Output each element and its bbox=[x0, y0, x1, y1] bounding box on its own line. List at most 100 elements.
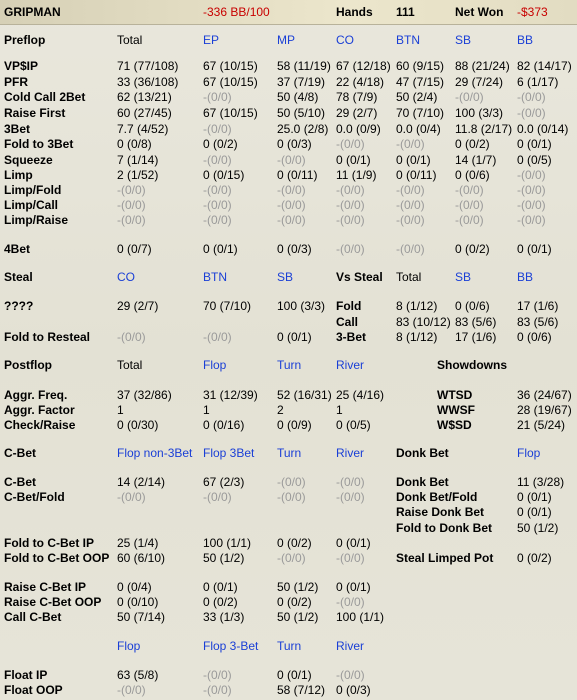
stat-label: Check/Raise bbox=[4, 418, 76, 432]
stat-value: -(0/0) bbox=[277, 490, 306, 504]
stat-label: Raise First bbox=[4, 106, 66, 120]
stat-value: Donk Bet bbox=[396, 475, 449, 489]
stat-value: 22 (4/18) bbox=[336, 75, 385, 89]
stat-value: -(0/0) bbox=[117, 490, 146, 504]
stat-value: 0 (0/1) bbox=[203, 580, 238, 594]
stat-value: Flop bbox=[517, 446, 541, 460]
stat-value: SB bbox=[455, 33, 472, 47]
stat-value: 37 (32/86) bbox=[117, 388, 172, 402]
stat-value: 83 (5/6) bbox=[455, 315, 497, 329]
stat-value: -(0/0) bbox=[396, 198, 425, 212]
stat-value: -(0/0) bbox=[203, 490, 232, 504]
stat-value: -(0/0) bbox=[336, 668, 365, 682]
stat-value: Steal Limped Pot bbox=[396, 551, 494, 565]
stat-value: 0 (0/7) bbox=[117, 242, 152, 256]
stat-value: 1 bbox=[336, 403, 343, 417]
stat-value: 36 (24/67) bbox=[517, 388, 572, 402]
stat-value: 70 (7/10) bbox=[203, 299, 252, 313]
stat-value: Total bbox=[117, 358, 143, 372]
stat-value: 29 (2/7) bbox=[336, 106, 378, 120]
stat-value: -(0/0) bbox=[517, 106, 546, 120]
stat-value: -(0/0) bbox=[336, 242, 365, 256]
stat-value: 0 (0/6) bbox=[517, 330, 552, 344]
stat-label: Raise C-Bet IP bbox=[4, 580, 87, 594]
stat-value: 0 (0/4) bbox=[117, 580, 152, 594]
stat-value: 37 (7/19) bbox=[277, 75, 326, 89]
stat-label: Fold to Resteal bbox=[4, 330, 91, 344]
stat-value: 17 (1/6) bbox=[517, 299, 559, 313]
stat-value: 0 (0/2) bbox=[277, 595, 312, 609]
stat-value: 71 (77/108) bbox=[117, 59, 179, 73]
stat-value: Raise Donk Bet bbox=[396, 505, 485, 519]
stat-value: 78 (7/9) bbox=[336, 90, 378, 104]
stat-value: -(0/0) bbox=[277, 475, 306, 489]
stat-value: -(0/0) bbox=[336, 198, 365, 212]
stat-value: 0 (0/1) bbox=[277, 330, 312, 344]
stat-value: 0 (0/2) bbox=[203, 137, 238, 151]
stat-value: -(0/0) bbox=[455, 213, 484, 227]
stat-value: EP bbox=[203, 33, 220, 47]
stat-label: Limp/Raise bbox=[4, 213, 69, 227]
title-bar bbox=[0, 0, 577, 25]
stat-value: 0 (0/5) bbox=[517, 153, 552, 167]
stat-label: Postflop bbox=[4, 358, 52, 372]
stat-label: Call C-Bet bbox=[4, 610, 62, 624]
stat-value: 100 (3/3) bbox=[455, 106, 504, 120]
stat-value: 0 (0/16) bbox=[203, 418, 245, 432]
stat-label: Limp/Fold bbox=[4, 183, 62, 197]
stat-value: 0 (0/1) bbox=[517, 242, 552, 256]
stat-value: 0 (0/2) bbox=[455, 137, 490, 151]
stat-value: Donk Bet bbox=[396, 446, 449, 460]
stat-value: -(0/0) bbox=[336, 183, 365, 197]
stat-value: 67 (10/15) bbox=[203, 59, 258, 73]
stat-value: -(0/0) bbox=[277, 153, 306, 167]
stat-value: 83 (10/12) bbox=[396, 315, 451, 329]
stat-value: 0.0 (0/9) bbox=[336, 122, 381, 136]
stat-value: -(0/0) bbox=[203, 668, 232, 682]
stat-value: 0 (0/1) bbox=[336, 153, 371, 167]
stat-value: 0 (0/15) bbox=[203, 168, 245, 182]
header-text: GRIPMAN bbox=[4, 5, 61, 19]
stat-value: 0 (0/6) bbox=[455, 168, 490, 182]
stat-value: 58 (7/12) bbox=[277, 683, 326, 697]
stat-value: 0 (0/1) bbox=[517, 137, 552, 151]
stat-value: 0 (0/11) bbox=[277, 168, 318, 182]
stat-value: BTN bbox=[396, 33, 420, 47]
stat-label: Fold to 3Bet bbox=[4, 137, 74, 151]
stat-value: 33 (36/108) bbox=[117, 75, 179, 89]
stat-label: Cold Call 2Bet bbox=[4, 90, 86, 104]
stat-value: 50 (7/14) bbox=[117, 610, 166, 624]
stat-value: MP bbox=[277, 33, 295, 47]
stat-value: -(0/0) bbox=[203, 153, 232, 167]
stat-value: 0 (0/2) bbox=[203, 595, 238, 609]
stat-value: -(0/0) bbox=[396, 242, 425, 256]
stat-value: CO bbox=[336, 33, 354, 47]
stat-label: Fold to C-Bet IP bbox=[4, 536, 94, 550]
header-text: -$373 bbox=[517, 5, 548, 19]
stat-value: 0 (0/6) bbox=[455, 299, 490, 313]
stat-value: CO bbox=[117, 270, 135, 284]
stat-value: -(0/0) bbox=[455, 183, 484, 197]
stat-value: 11 (3/28) bbox=[517, 475, 565, 489]
stat-value: -(0/0) bbox=[277, 198, 306, 212]
stat-value: W$SD bbox=[437, 418, 472, 432]
stat-value: -(0/0) bbox=[336, 551, 365, 565]
stat-value: 1 bbox=[203, 403, 210, 417]
stat-value: 1 bbox=[117, 403, 124, 417]
stat-value: 82 (14/17) bbox=[517, 59, 572, 73]
stat-value: River bbox=[336, 446, 365, 460]
stat-value: 21 (5/24) bbox=[517, 418, 566, 432]
header-text: Hands bbox=[336, 5, 373, 19]
stat-value: 8 (1/12) bbox=[396, 330, 438, 344]
stat-value: 63 (5/8) bbox=[117, 668, 159, 682]
stat-value: 0 (0/5) bbox=[336, 418, 371, 432]
stat-value: -(0/0) bbox=[336, 475, 365, 489]
stat-value: 100 (3/3) bbox=[277, 299, 326, 313]
stat-value: BB bbox=[517, 33, 534, 47]
stat-label: Fold to C-Bet OOP bbox=[4, 551, 110, 565]
stat-value: -(0/0) bbox=[277, 183, 306, 197]
stat-value: 50 (1/2) bbox=[277, 610, 319, 624]
stat-value: 0 (0/1) bbox=[277, 668, 312, 682]
stat-value: 70 (7/10) bbox=[396, 106, 445, 120]
stat-value: 0 (0/3) bbox=[277, 137, 312, 151]
